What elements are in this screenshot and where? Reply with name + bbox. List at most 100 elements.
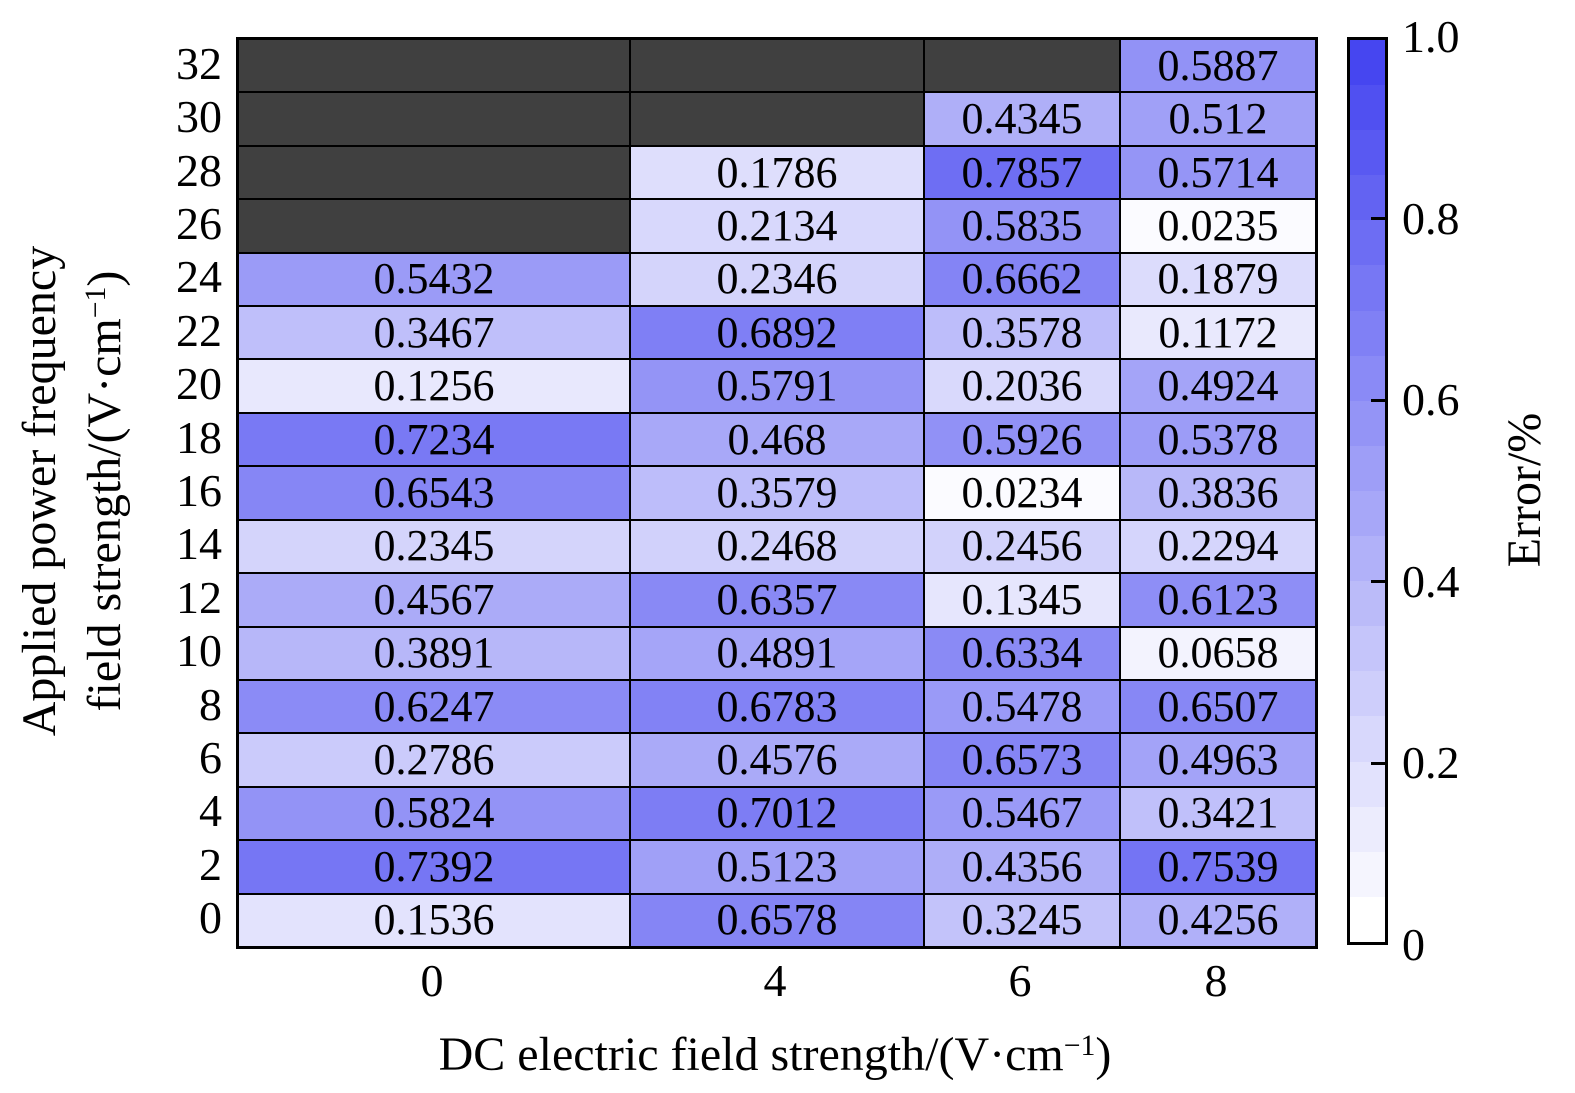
- colorbar-band: [1350, 355, 1385, 401]
- y-axis-tick-label: 30: [176, 91, 222, 143]
- colorbar-band: [1350, 490, 1385, 537]
- heatmap-cell-missing: [238, 145, 630, 200]
- y-axis-title-line2-close: ): [77, 270, 131, 287]
- y-axis-tick-label: 10: [176, 625, 222, 677]
- heatmap-cell: 0.7012: [630, 786, 924, 841]
- heatmap-cell: 0.2346: [630, 252, 924, 307]
- y-axis-tick-label: 6: [199, 732, 222, 784]
- heatmap-cell: 0.6662: [924, 252, 1120, 307]
- x-axis-tick-label: 6: [1008, 955, 1032, 1006]
- colorbar-tick-label: 0: [1402, 919, 1425, 970]
- heatmap-cell: 0.512: [1120, 92, 1316, 146]
- heatmap-cell-missing: [630, 92, 924, 146]
- heatmap-cell: 0.2456: [924, 519, 1120, 574]
- heatmap-cell: 0.4256: [1120, 893, 1316, 947]
- colorbar-band: [1350, 175, 1385, 221]
- heatmap-cell: 0.2294: [1120, 519, 1316, 574]
- y-axis-tick-label: 14: [176, 518, 222, 570]
- heatmap-cell: 0.5824: [238, 786, 630, 841]
- y-axis-tick-label: 24: [176, 251, 222, 303]
- heatmap-cell: 0.4891: [630, 626, 924, 680]
- heatmap-cell: 0.468: [630, 412, 924, 467]
- heatmap-cell: 0.3891: [238, 626, 630, 680]
- colorbar-tick-label: 0.4: [1402, 555, 1460, 607]
- colorbar-title: Error/%: [1497, 412, 1551, 568]
- heatmap-cell: 0.6892: [630, 306, 924, 360]
- y-axis-title: Applied power frequency field strength/(…: [12, 37, 133, 945]
- heatmap-cell: 0.6334: [924, 626, 1120, 680]
- heatmap-cell: 0.7234: [238, 412, 630, 467]
- y-axis-title-line2: field strength/(V·cm−1): [68, 271, 133, 712]
- colorbar-tick-label: 0.6: [1402, 374, 1460, 426]
- heatmap-cell: 0.3467: [238, 306, 630, 360]
- heatmap-cell: 0.4345: [924, 92, 1120, 146]
- x-axis-title-text: DC electric field strength/(V·cm: [438, 1027, 1064, 1081]
- x-axis-tick-label: 0: [420, 955, 444, 1006]
- heatmap-cell: 0.7857: [924, 145, 1120, 200]
- colorbar-tick-mark: [1371, 398, 1388, 402]
- colorbar-band: [1350, 761, 1385, 807]
- heatmap-cell: 0.5467: [924, 786, 1120, 841]
- y-axis-tick-label: 28: [176, 144, 222, 196]
- heatmap-cell-missing: [238, 199, 630, 253]
- colorbar-band: [1350, 400, 1385, 446]
- heatmap-cell: 0.3578: [924, 306, 1120, 360]
- heatmap-cell: 0.6123: [1120, 573, 1316, 627]
- y-axis-tick-label: 20: [176, 358, 222, 410]
- colorbar-tick-mark: [1371, 580, 1388, 584]
- heatmap-cell: 0.4576: [630, 733, 924, 787]
- y-axis-tick-label: 8: [199, 678, 222, 730]
- y-axis-tick-label: 2: [199, 838, 222, 890]
- heatmap-cell-missing: [238, 92, 630, 146]
- heatmap-cell: 0.5123: [630, 840, 924, 894]
- y-axis-tick-label: 16: [176, 465, 222, 516]
- colorbar-band: [1350, 220, 1385, 266]
- heatmap-cell: 0.6357: [630, 573, 924, 627]
- heatmap-cell: 0.4924: [1120, 359, 1316, 413]
- colorbar-tick-mark: [1371, 761, 1388, 765]
- colorbar-tick-label: 1.0: [1402, 11, 1460, 62]
- heatmap-plot: 0.5887 0.4345 0.512 0.1786 0.7857 0.5714 0.213…: [236, 37, 1318, 949]
- heatmap-cell: 0.2468: [630, 519, 924, 574]
- y-axis-tick-label: 12: [176, 571, 222, 623]
- heatmap-cell-missing: [238, 39, 630, 93]
- y-axis-title-line1: Applied power frequency: [12, 245, 66, 737]
- heatmap-cell: 0.3579: [630, 466, 924, 520]
- heatmap-cell: 0.5478: [924, 679, 1120, 734]
- colorbar-band: [1350, 130, 1385, 176]
- x-axis-title-superscript: −1: [1063, 1029, 1096, 1062]
- heatmap-cell: 0.4567: [238, 573, 630, 627]
- colorbar: [1347, 37, 1388, 945]
- colorbar-band: [1350, 445, 1385, 491]
- heatmap-cell: 0.4963: [1120, 733, 1316, 787]
- colorbar-tick-label: 0.2: [1402, 737, 1460, 789]
- y-axis-tick-label: 4: [199, 785, 222, 837]
- colorbar-band: [1350, 671, 1385, 717]
- heatmap-cell: 0.0658: [1120, 626, 1316, 680]
- colorbar-band: [1350, 896, 1385, 942]
- heatmap-cell: 0.6543: [238, 466, 630, 520]
- heatmap-cell: 0.3836: [1120, 466, 1316, 520]
- heatmap-cell: 0.6247: [238, 679, 630, 734]
- heatmap-cell: 0.5378: [1120, 412, 1316, 467]
- x-axis-tick-label: 8: [1204, 955, 1228, 1006]
- colorbar-band: [1350, 265, 1385, 311]
- y-axis-tick-label: 32: [176, 37, 222, 89]
- colorbar-band: [1350, 716, 1385, 762]
- heatmap-cell: 0.0234: [924, 466, 1120, 520]
- x-axis-tick-label: 4: [763, 955, 787, 1006]
- colorbar-tick-label: 0.8: [1402, 192, 1460, 244]
- colorbar-band: [1350, 536, 1385, 582]
- heatmap-cell: 0.1536: [238, 893, 630, 947]
- heatmap-cell: 0.2134: [630, 199, 924, 253]
- heatmap-cell: 0.0235: [1120, 199, 1316, 253]
- y-axis-title-superscript: −1: [78, 286, 112, 319]
- x-axis-title-close: ): [1095, 1027, 1112, 1081]
- heatmap-cell-missing: [924, 39, 1120, 93]
- heatmap-cell: 0.5714: [1120, 145, 1316, 200]
- heatmap-cell: 0.2036: [924, 359, 1120, 413]
- heatmap-cell: 0.1786: [630, 145, 924, 200]
- heatmap-cell: 0.5887: [1120, 39, 1316, 93]
- heatmap-cell: 0.7392: [238, 840, 630, 894]
- heatmap-cell: 0.6578: [630, 893, 924, 947]
